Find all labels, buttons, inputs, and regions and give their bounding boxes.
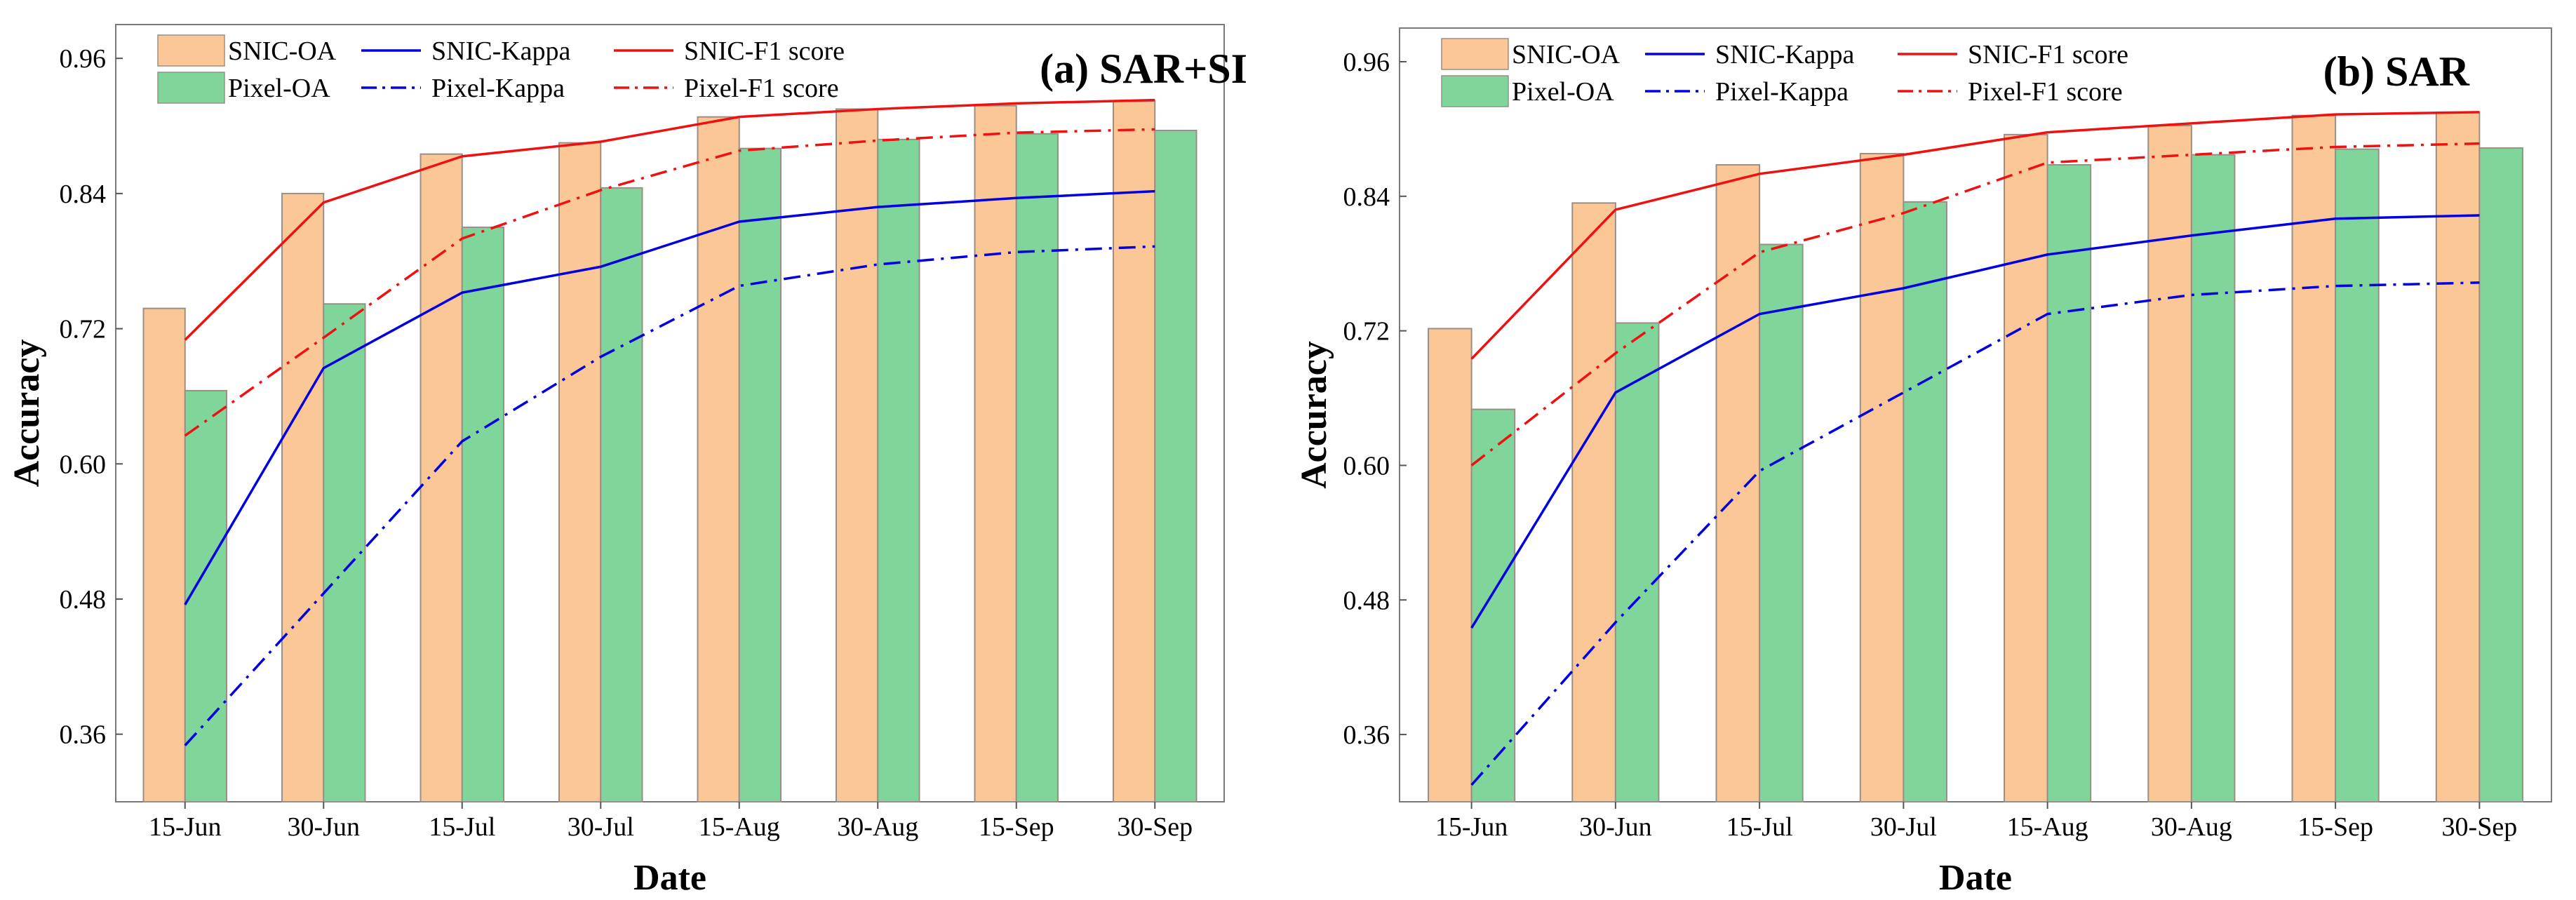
chart0-line-snic-f1-score [184,98,1155,341]
chart0-legend-swatch-snic-oa [157,34,225,67]
chart1-xtick-label-30-aug: 30-Aug [2151,812,2232,842]
chart1-bar-pixel-oa-15-jun [1470,408,1516,802]
chart0-ytick-label-0-48: 0.48 [60,585,107,614]
chart0-ytick-label-0-60: 0.60 [60,450,107,479]
chart1-bar-snic-oa-15-jul [1715,164,1761,802]
chart1-xtick-label-30-jun: 30-Jun [1579,812,1651,842]
chart1-bar-pixel-oa-15-sep [2335,148,2380,802]
chart0-line-pixel-f1-score [184,128,1155,437]
chart0-bar-pixel-oa-15-jun [184,389,227,802]
chart0-ytick-label-0-84: 0.84 [60,180,107,209]
chart1-ytick-label-0-72: 0.72 [1343,317,1390,347]
chart0-bar-snic-oa-15-sep [974,105,1017,803]
chart0-bar-snic-oa-15-jul [420,153,463,802]
chart1-legend-label-snic-f1-score: SNIC-F1 score [1968,40,2128,69]
chart0-xtick-label-30-jul: 30-Jul [568,812,634,842]
chart0-bar-snic-oa-15-aug [697,116,740,803]
chart0-xtick-label-15-sep: 15-Sep [979,812,1054,842]
chart1-bar-snic-oa-15-aug [2004,133,2048,803]
chart0-legend-label-pixel-kappa: Pixel-Kappa [431,74,565,103]
chart0-legend-label-pixel-oa: Pixel-OA [228,74,330,103]
chart0-legend-label-pixel-f1-score: Pixel-F1 score [684,74,839,103]
chart1-bar-pixel-oa-30-jun [1614,322,1660,803]
chart1-bar-snic-oa-30-aug [2147,125,2192,802]
chart0-title: (a) SAR+SI [1040,46,1247,92]
chart1-legend-label-pixel-kappa: Pixel-Kappa [1715,77,1849,107]
chart1-xtick-label-30-sep: 30-Sep [2442,812,2518,842]
chart0-y-axis-title: Accuracy [7,340,47,488]
chart1-xtick-label-15-aug: 15-Aug [2007,812,2088,842]
chart0-xtick-label-15-jul: 15-Jul [429,812,495,842]
chart0-bar-pixel-oa-30-sep [1154,129,1198,802]
chart1-legend-label-snic-kappa: SNIC-Kappa [1715,40,1855,69]
chart1-bar-snic-oa-30-sep [2435,111,2481,803]
chart0-xtick-label-15-aug: 15-Aug [699,812,780,842]
chart0-xtick-label-30-aug: 30-Aug [837,812,918,842]
chart1-xtick-label-15-jul: 15-Jul [1726,812,1793,842]
chart1-bar-snic-oa-15-jun [1428,328,1473,802]
chart1-panel: 0.36 0.48 0.60 0.72 0.84 0.96 15-Jun 30-Jun 15-J… [1294,27,2552,898]
chart1-x-axis-title: Date [1939,858,2012,898]
chart1-line-snic-kappa [1470,214,2480,629]
chart1-bar-pixel-oa-15-aug [2046,164,2092,802]
chart1-xtick-label-15-sep: 15-Sep [2297,812,2373,842]
chart1-xtick-label-15-jun: 15-Jun [1435,812,1508,842]
chart1-bar-snic-oa-30-jul [1859,153,1905,803]
chart0-bar-snic-oa-30-jun [281,192,325,802]
chart1-xtick-label-30-jul: 30-Jul [1870,812,1937,842]
chart0-line-pixel-kappa [184,245,1155,746]
chart0-xtick-label-30-sep: 30-Sep [1117,812,1193,842]
chart0-bar-pixel-oa-30-jul [600,187,643,802]
chart1-bar-pixel-oa-30-aug [2190,154,2236,802]
chart0-ytick-label-0-96: 0.96 [60,44,107,74]
chart1-legend-swatch-snic-oa [1441,38,1509,70]
chart1-bar-snic-oa-30-jun [1571,202,1616,802]
chart1-legend-label-pixel-oa: Pixel-OA [1512,77,1614,107]
chart0-bar-snic-oa-30-sep [1113,100,1156,802]
chart0-legend-label-snic-oa: SNIC-OA [228,36,337,66]
chart0-bar-pixel-oa-15-aug [738,147,781,802]
chart0-bar-pixel-oa-15-jul [461,227,504,803]
chart1-ytick-label-0-60: 0.60 [1343,451,1390,481]
chart1-legend-swatch-pixel-oa [1441,75,1509,107]
chart0-bar-snic-oa-15-jun [142,307,186,802]
chart0-bar-snic-oa-30-aug [836,108,879,803]
chart1-legend-label-snic-oa: SNIC-OA [1512,40,1621,69]
chart1-bar-pixel-oa-30-jul [1903,201,1947,802]
chart1-line-pixel-f1-score [1470,142,2480,466]
chart0-ytick-label-0-72: 0.72 [60,315,107,344]
chart1-title: (b) SAR [2323,48,2470,95]
chart0-bar-snic-oa-30-jul [558,142,602,802]
chart1-line-snic-f1-score [1470,111,2480,360]
chart1-bar-pixel-oa-15-jul [1759,243,1804,803]
chart1-legend-label-pixel-f1-score: Pixel-F1 score [1968,77,2123,107]
chart1-y-axis-title: Accuracy [1294,341,1334,489]
chart1-plot-frame [1399,27,2552,802]
chart1-ytick-label-0-36: 0.36 [1343,720,1390,750]
chart0-panel: 0.36 0.48 0.60 0.72 0.84 0.96 15-Jun 30-Jun 15-J… [7,24,1247,898]
chart1-ytick-label-0-96: 0.96 [1343,48,1390,77]
chart0-ytick-label-0-36: 0.36 [60,720,107,750]
chart0-line-snic-kappa [184,189,1155,605]
chart0-legend-label-snic-f1-score: SNIC-F1 score [684,36,845,66]
chart0-bar-pixel-oa-30-jun [323,303,366,802]
chart0-bar-pixel-oa-15-sep [1015,133,1059,802]
chart0-xtick-label-30-jun: 30-Jun [288,812,360,842]
chart0-x-axis-title: Date [633,858,706,898]
chart1-ytick-label-0-48: 0.48 [1343,586,1390,615]
chart0-plot-frame [115,24,1225,802]
chart0-legend-swatch-pixel-oa [157,72,225,104]
chart0-xtick-label-15-jun: 15-Jun [149,812,221,842]
chart1-bar-snic-oa-15-sep [2291,114,2337,802]
chart0-bar-pixel-oa-30-aug [877,138,920,802]
chart1-ytick-label-0-84: 0.84 [1343,182,1390,212]
chart1-line-pixel-kappa [1470,281,2480,786]
chart0-legend-label-snic-kappa: SNIC-Kappa [431,36,571,66]
chart1-bar-pixel-oa-30-sep [2478,147,2523,802]
